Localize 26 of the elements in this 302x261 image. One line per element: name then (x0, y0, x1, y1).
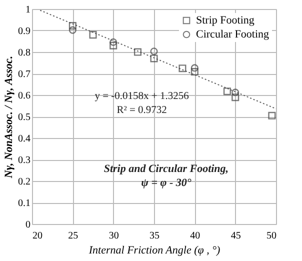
y-tick-label: 1 (26, 4, 30, 16)
x-tick-label: 40 (190, 230, 200, 242)
y-tick-label: 0.9 (18, 26, 30, 37)
y-tick-label: 0.4 (18, 134, 30, 144)
annotation: R² = 0.9732 (116, 105, 167, 116)
legend-label: Strip Footing (196, 14, 255, 26)
y-tick-label: 0.5 (18, 112, 30, 123)
annotation: Strip and Circular Footing, (104, 163, 229, 176)
y-axis-title: Nγ, NonAssoc. / Nγ, Assoc. (3, 56, 15, 180)
x-tick-label: 45 (230, 230, 241, 242)
annotation: ψ = φ - 30° (141, 177, 192, 190)
y-tick-label: 0.1 (18, 198, 30, 209)
x-tick-label: 30 (108, 230, 119, 242)
y-tick-label: 0.7 (18, 69, 30, 80)
y-tick-label: 0 (26, 220, 30, 230)
x-tick-label: 50 (266, 230, 276, 242)
x-tick-label: 35 (150, 230, 160, 242)
x-axis-title: Internal Friction Angle (φ , °) (88, 244, 220, 256)
y-tick-label: 0.3 (18, 155, 30, 166)
y-tick-label: 0.2 (18, 176, 30, 188)
y-tick-label: 0.6 (18, 90, 30, 102)
annotation: y = -0.0158x + 1.3256 (94, 91, 189, 102)
legend-label: Circular Footing (196, 28, 270, 40)
y-tick-label: 0.8 (18, 48, 30, 58)
x-tick-label: 25 (68, 230, 78, 242)
x-tick-label: 20 (32, 230, 42, 242)
